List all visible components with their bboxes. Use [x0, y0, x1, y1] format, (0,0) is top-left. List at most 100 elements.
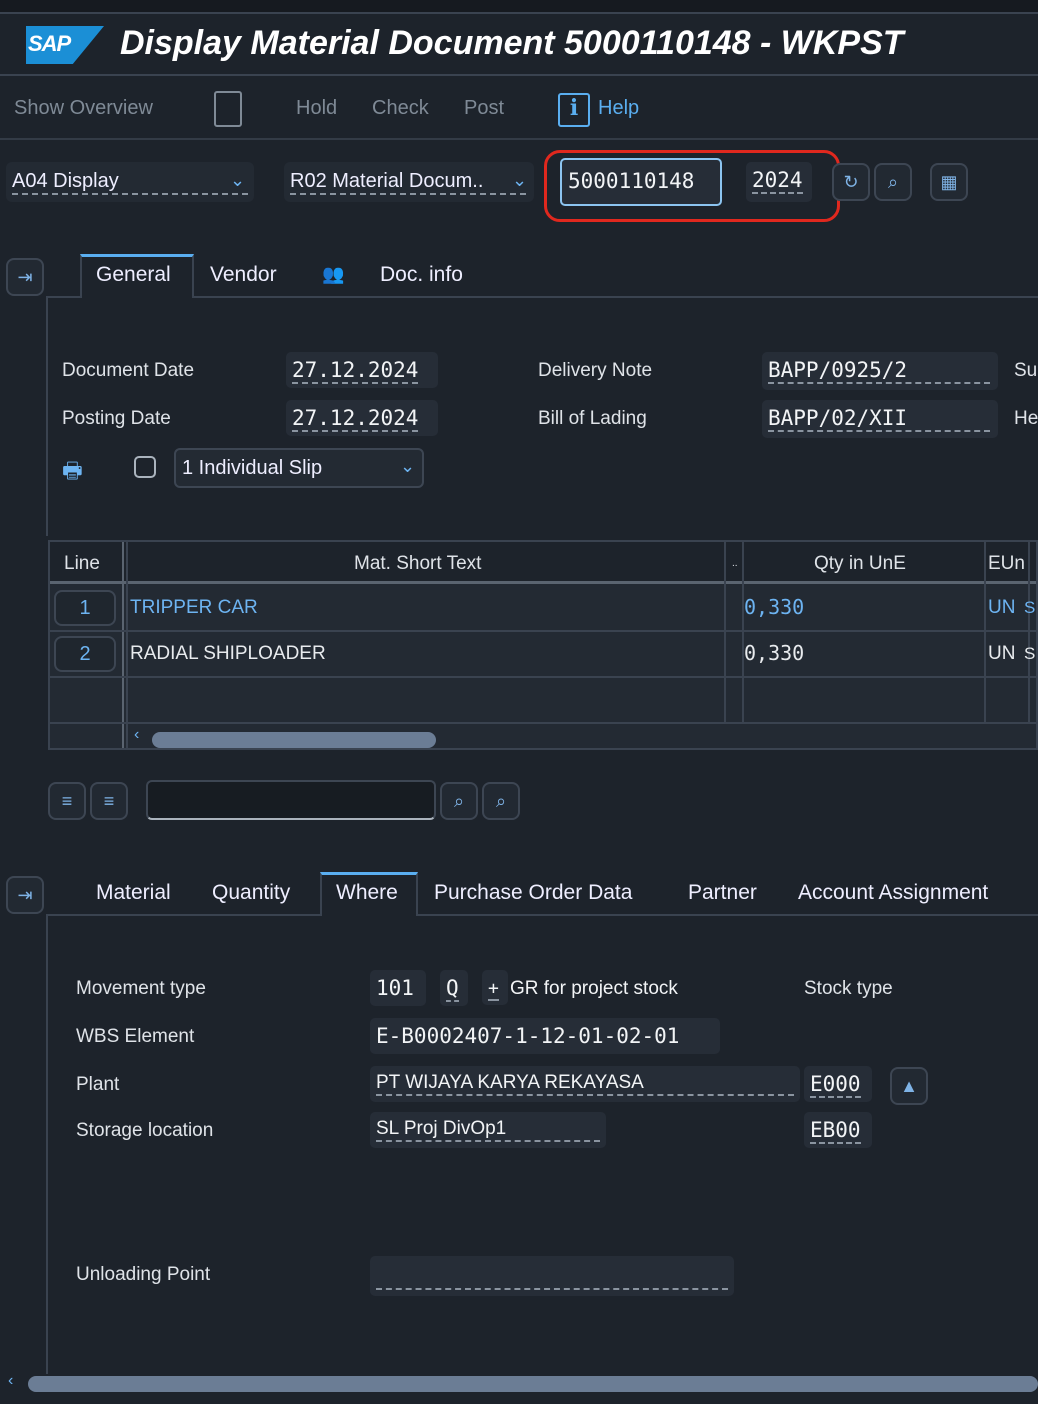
column-eun[interactable]: EUn: [988, 553, 1025, 574]
posting-date-field[interactable]: 27.12.2024: [286, 400, 438, 436]
document-number-input[interactable]: 5000110148: [560, 158, 722, 206]
year-input[interactable]: 2024: [746, 162, 812, 202]
hold-button[interactable]: Hold: [296, 97, 338, 119]
delivery-note-field[interactable]: BAPP/0925/2: [762, 352, 998, 390]
row-line-button[interactable]: 1: [54, 590, 116, 626]
find-next-icon[interactable]: ⌕: [482, 782, 520, 820]
plant-field[interactable]: E000: [804, 1066, 872, 1102]
posting-date-value: 27.12.2024: [292, 406, 419, 432]
column-line[interactable]: Line: [64, 553, 100, 574]
column-divider: [742, 542, 744, 722]
movement-text: GR for project stock: [510, 978, 678, 999]
search-icon[interactable]: ⌕: [874, 163, 912, 201]
column-divider: [122, 542, 128, 748]
slip-select[interactable]: 1 Individual Slip: [174, 448, 424, 488]
delivery-note-label: Delivery Note: [538, 360, 653, 381]
tab-where[interactable]: Where: [336, 881, 398, 904]
tab-account-assignment[interactable]: Account Assignment: [798, 881, 989, 904]
grid-settings-icon[interactable]: ▦: [930, 163, 968, 201]
scroll-left-icon[interactable]: ‹: [134, 726, 140, 743]
table-row[interactable]: 2 RADIAL SHIPLOADER 0,330 UN S: [50, 632, 1036, 676]
tab-quantity[interactable]: Quantity: [212, 881, 291, 904]
detail-panel: [46, 914, 1038, 1374]
movement-type-label: Movement type: [76, 978, 206, 999]
printer-icon[interactable]: 🖶: [62, 458, 83, 483]
bill-of-lading-field[interactable]: BAPP/02/XII: [762, 400, 998, 438]
image-icon[interactable]: ▲: [890, 1067, 928, 1105]
movement-sign-value: +: [488, 978, 499, 1001]
reference-select[interactable]: R02 Material Docum..: [284, 162, 534, 202]
print-checkbox[interactable]: [134, 456, 156, 478]
tab-doc-info[interactable]: Doc. info: [380, 263, 463, 286]
plant-name-value: PT WIJAYA KARYA REKAYASA: [376, 1072, 794, 1096]
header-panel: [46, 296, 1038, 536]
movement-type-field[interactable]: 101: [370, 970, 426, 1006]
check-button[interactable]: Check: [372, 97, 429, 119]
tab-partner[interactable]: Partner: [688, 881, 757, 904]
storage-location-name-field[interactable]: SL Proj DivOp1: [370, 1112, 606, 1148]
history-icon[interactable]: ↻: [832, 163, 870, 201]
unloading-point-value: [376, 1262, 728, 1290]
align-center-icon[interactable]: ≡: [48, 782, 86, 820]
storage-location-field[interactable]: EB00: [804, 1112, 872, 1148]
scroll-left-icon[interactable]: ‹: [8, 1372, 14, 1389]
wbs-field[interactable]: E-B0002407-1-12-01-02-01: [370, 1018, 720, 1054]
document-icon[interactable]: [214, 91, 242, 127]
show-overview-button[interactable]: Show Overview: [14, 97, 153, 119]
movement-type-value: 101: [376, 976, 414, 1000]
column-qty[interactable]: Qty in UnE: [814, 553, 906, 574]
wbs-label: WBS Element: [76, 1026, 195, 1047]
page-title: Display Material Document 5000110148 - W…: [120, 24, 904, 62]
unloading-point-field[interactable]: [370, 1256, 734, 1296]
tab-general[interactable]: General: [96, 263, 171, 286]
filter-icon[interactable]: ≡: [90, 782, 128, 820]
row-extra: S: [1024, 598, 1036, 617]
bill-of-lading-label: Bill of Lading: [538, 408, 647, 429]
slip-value: 1 Individual Slip: [182, 457, 323, 479]
wbs-value: E-B0002407-1-12-01-02-01: [376, 1024, 680, 1048]
column-divider: [724, 542, 726, 722]
tab-vendor[interactable]: Vendor: [210, 263, 277, 286]
toolbar: [0, 80, 1038, 140]
top-strip: [0, 0, 1038, 14]
chevron-down-icon[interactable]: ⌄: [512, 170, 528, 190]
posting-date-label: Posting Date: [62, 408, 171, 429]
movement-q-field[interactable]: Q: [440, 970, 468, 1006]
supplier-label-cut: Su: [1014, 360, 1038, 381]
row-extra: S: [1024, 644, 1036, 663]
movement-sign-field[interactable]: +: [482, 970, 508, 1005]
horizontal-scrollbar[interactable]: [152, 732, 436, 748]
reference-value: R02 Material Docum..: [290, 170, 526, 195]
items-table: Line Mat. Short Text .. Qty in UnE EUn 1…: [48, 540, 1038, 750]
tab-purchase-order-data[interactable]: Purchase Order Data: [434, 881, 633, 904]
row-qty: 0,330: [744, 641, 805, 665]
info-icon[interactable]: i: [558, 93, 590, 127]
page-horizontal-scrollbar[interactable]: [28, 1376, 1038, 1392]
unloading-point-label: Unloading Point: [76, 1264, 211, 1285]
collapse-detail-icon[interactable]: ⇥: [6, 876, 44, 914]
header-text-label-cut: He: [1014, 408, 1038, 429]
post-button[interactable]: Post: [464, 97, 505, 119]
row-line-button[interactable]: 2: [54, 636, 116, 672]
table-row[interactable]: 1 TRIPPER CAR 0,330 UN S: [50, 586, 1036, 630]
row-divider: [50, 630, 1036, 632]
plant-name-field[interactable]: PT WIJAYA KARYA REKAYASA: [370, 1066, 800, 1102]
row-text[interactable]: RADIAL SHIPLOADER: [130, 643, 326, 664]
chevron-down-icon[interactable]: ⌄: [400, 456, 416, 476]
help-button[interactable]: Help: [598, 97, 640, 119]
document-date-field[interactable]: 27.12.2024: [286, 352, 438, 388]
row-text[interactable]: TRIPPER CAR: [130, 597, 258, 618]
chevron-down-icon[interactable]: ⌄: [230, 170, 246, 190]
find-icon[interactable]: ⌕: [440, 782, 478, 820]
find-input[interactable]: [146, 780, 436, 820]
collapse-header-icon[interactable]: ⇥: [6, 258, 44, 296]
tab-where-bg: [320, 872, 418, 916]
stock-type-label: Stock type: [804, 978, 893, 999]
column-mat-short-text[interactable]: Mat. Short Text: [354, 553, 482, 574]
action-select[interactable]: A04 Display: [6, 162, 254, 202]
table-header: [50, 542, 1036, 584]
partners-icon[interactable]: 👥: [322, 264, 345, 284]
title-bar: [0, 16, 1038, 76]
tab-material[interactable]: Material: [96, 881, 171, 904]
column-dots[interactable]: ..: [732, 558, 738, 569]
